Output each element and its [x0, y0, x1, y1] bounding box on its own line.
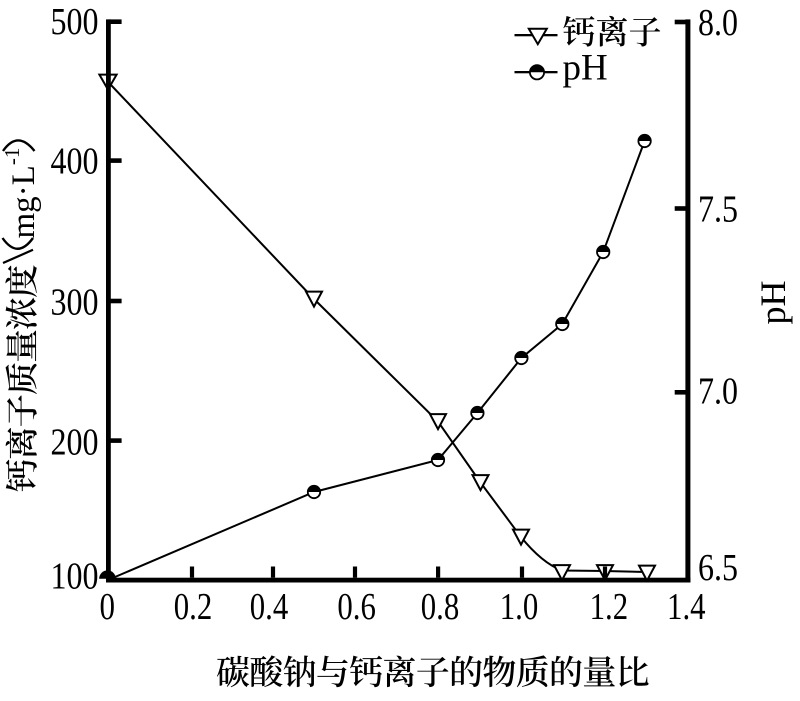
- svg-text:200: 200: [51, 422, 99, 464]
- svg-text:1.0: 1.0: [500, 586, 539, 628]
- svg-text:7.5: 7.5: [698, 188, 738, 230]
- svg-text:400: 400: [51, 141, 99, 183]
- svg-text:pH: pH: [753, 281, 793, 325]
- svg-text:0.8: 0.8: [421, 586, 460, 628]
- svg-text:8.0: 8.0: [698, 2, 738, 44]
- svg-text:6.5: 6.5: [698, 547, 738, 589]
- svg-text:300: 300: [51, 281, 99, 323]
- svg-text:1.2: 1.2: [590, 586, 629, 628]
- svg-text:0.4: 0.4: [250, 586, 289, 628]
- svg-text:500: 500: [51, 1, 99, 43]
- svg-text:100: 100: [51, 556, 99, 598]
- svg-text:1.4: 1.4: [667, 586, 706, 628]
- svg-text:mg·L-1: mg·L-1: [0, 148, 42, 239]
- svg-text:0.6: 0.6: [337, 586, 376, 628]
- svg-text:pH: pH: [563, 48, 608, 89]
- svg-text:0.2: 0.2: [174, 586, 213, 628]
- svg-text:0: 0: [99, 586, 115, 628]
- svg-text:7.0: 7.0: [698, 371, 738, 413]
